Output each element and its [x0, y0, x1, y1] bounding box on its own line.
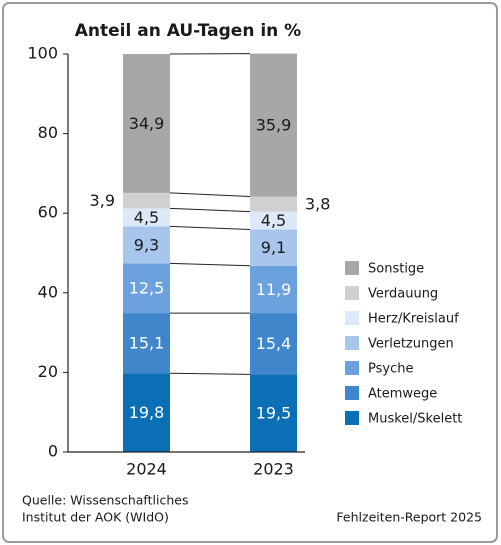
y-tick-label: 40	[38, 282, 58, 301]
data-label: 9,3	[134, 235, 159, 254]
x-tick-label: 2023	[253, 460, 294, 479]
data-label: 11,9	[256, 280, 292, 299]
legend-swatch	[345, 386, 359, 400]
bar-segment	[250, 196, 297, 212]
bar-segment	[250, 265, 297, 314]
bar-segment	[123, 192, 170, 209]
data-label: 19,5	[256, 404, 292, 423]
legend-label: Sonstige	[368, 262, 424, 277]
chart-title: Anteil an AU-Tagen in %	[75, 21, 301, 41]
bar-segment	[123, 226, 170, 264]
y-tick-label: 0	[48, 442, 58, 461]
footer: Fehlzeiten-Report 2025	[336, 510, 482, 525]
data-label: 4,5	[134, 208, 159, 227]
data-label: 15,4	[256, 334, 292, 353]
y-tick-label: 60	[38, 203, 58, 222]
legend-label: Herz/Kreislauf	[368, 312, 459, 327]
connector	[169, 262, 251, 267]
legend-swatch	[345, 361, 359, 375]
legend-swatch	[345, 311, 359, 325]
bar-segment	[250, 229, 297, 266]
data-label: 9,1	[261, 238, 286, 257]
bar-segment	[123, 373, 170, 452]
data-label: 15,1	[129, 334, 165, 353]
bar-segment	[250, 211, 297, 230]
legend-swatch	[345, 411, 359, 425]
x-tick-label: 2024	[126, 460, 167, 479]
source-line: Institut der AOK (WIdO)	[22, 510, 169, 525]
data-label: 34,9	[129, 114, 165, 133]
y-tick-label: 100	[27, 44, 58, 63]
legend-label: Muskel/Skelett	[368, 412, 462, 427]
data-label: 12,5	[129, 279, 165, 298]
bar-segment	[250, 374, 297, 452]
legend-label: Psyche	[368, 362, 413, 377]
data-label: 19,8	[129, 403, 165, 422]
legend-swatch	[345, 286, 359, 300]
connector	[169, 192, 251, 197]
source-line: Quelle: Wissenschaftliches	[22, 493, 188, 508]
connector	[169, 372, 251, 375]
legend-swatch	[345, 261, 359, 275]
legend-label: Verletzungen	[368, 337, 454, 352]
connector	[169, 207, 251, 213]
data-label: 4,5	[261, 211, 286, 230]
y-tick-label: 20	[38, 362, 58, 381]
y-tick-label: 80	[38, 123, 58, 142]
legend-label: Verdauung	[368, 287, 438, 302]
bar-segment	[123, 313, 170, 374]
bar-segment	[250, 313, 297, 375]
legend-label: Atemwege	[368, 387, 437, 402]
data-label: 35,9	[256, 116, 292, 135]
bar-segment	[123, 263, 170, 314]
data-label: 3,9	[90, 191, 115, 210]
bar-segment	[123, 54, 170, 193]
bar-segment	[123, 208, 170, 227]
connector	[169, 225, 251, 231]
legend-swatch	[345, 336, 359, 350]
data-label: 3,8	[305, 195, 330, 214]
bar-segment	[250, 53, 297, 197]
